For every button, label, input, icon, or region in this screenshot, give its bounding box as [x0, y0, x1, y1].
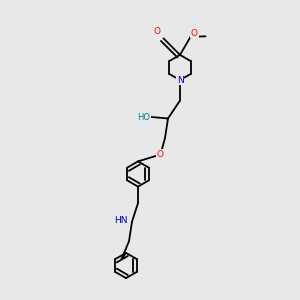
Text: HN: HN	[114, 216, 128, 225]
Text: N: N	[177, 76, 183, 85]
Text: HO: HO	[137, 112, 151, 122]
Text: O: O	[191, 28, 198, 38]
Text: O: O	[157, 150, 164, 159]
Text: O: O	[153, 27, 161, 36]
